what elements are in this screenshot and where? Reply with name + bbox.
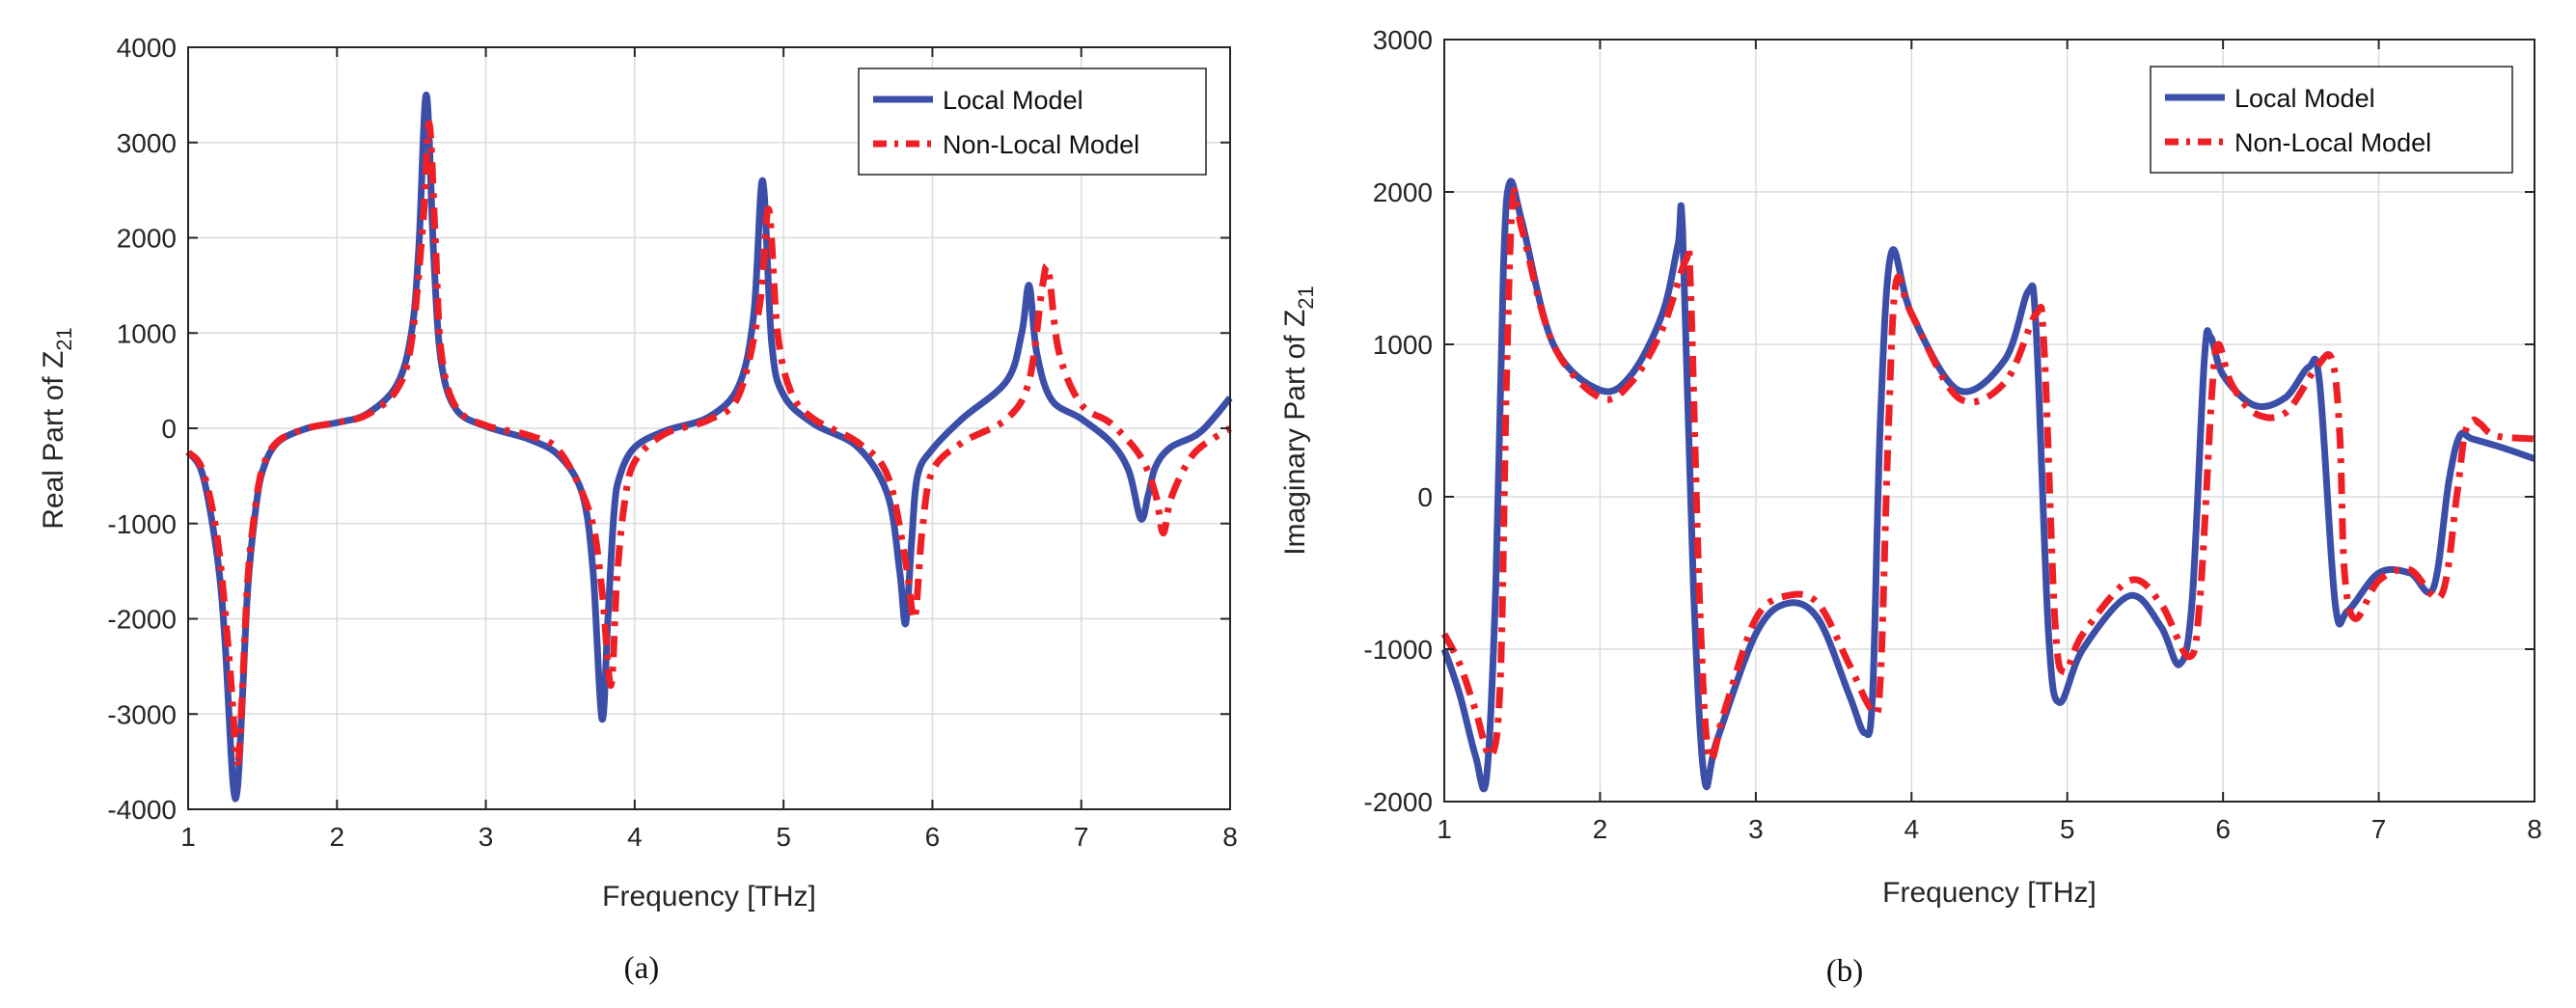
y-tick-label: -1000 bbox=[107, 509, 177, 539]
panel-a: 1 2 3 4 5 6 7 8 -4000 -3000 -2000 -1000 0 1000 2000 300… bbox=[38, 33, 1238, 986]
x-tick-label: 2 bbox=[329, 822, 344, 852]
legend-label-local: Local Model bbox=[943, 86, 1083, 115]
legend: Local Model Non-Local Model bbox=[858, 68, 1207, 176]
series-nonlocal-line bbox=[1440, 187, 2535, 764]
x-tick-label: 4 bbox=[1904, 814, 1919, 844]
y-axis-label-subscript: 21 bbox=[52, 327, 76, 350]
y-axis-label-subscript: 21 bbox=[1294, 286, 1318, 309]
y-axis-label: Real Part of Z21 bbox=[38, 327, 76, 530]
legend: Local Model Non-Local Model bbox=[2150, 66, 2513, 174]
panel-b: 1 2 3 4 5 6 7 8 -2000 -1000 0 1000 2000 3000 Local Mo… bbox=[1279, 25, 2542, 989]
x-tick-label: 5 bbox=[2060, 814, 2075, 844]
ticks: 1 2 3 4 5 6 7 8 -4000 -3000 -2000 -1000 0 1000 2000 300… bbox=[107, 33, 1237, 852]
series-local-line bbox=[185, 91, 1233, 803]
y-tick-label: 4000 bbox=[117, 33, 177, 63]
x-tick-label: 3 bbox=[479, 822, 494, 852]
legend-box bbox=[2150, 66, 2513, 174]
y-tick-label: 1000 bbox=[1373, 330, 1433, 360]
y-axis-label-main: Imaginary Part of Z bbox=[1279, 310, 1311, 556]
x-axis-label: Frequency [THz] bbox=[602, 881, 816, 913]
x-tick-label: 6 bbox=[2215, 814, 2231, 844]
legend-label-nonlocal: Non-Local Model bbox=[2234, 128, 2431, 157]
y-tick-label: -3000 bbox=[107, 699, 177, 729]
x-tick-label: 1 bbox=[180, 822, 196, 852]
axes-box bbox=[1443, 39, 2535, 803]
x-tick-label: 5 bbox=[776, 822, 791, 852]
y-tick-label: 2000 bbox=[117, 224, 177, 254]
x-tick-label: 7 bbox=[2371, 814, 2387, 844]
x-tick-label: 8 bbox=[2527, 814, 2542, 844]
y-axis-label: Imaginary Part of Z21 bbox=[1279, 286, 1318, 556]
x-tick-label: 4 bbox=[627, 822, 643, 852]
y-tick-label: 0 bbox=[1417, 482, 1433, 512]
y-tick-label: 3000 bbox=[1373, 25, 1433, 55]
series-layer bbox=[1440, 177, 2536, 793]
y-tick-label: -2000 bbox=[107, 605, 177, 635]
y-tick-label: 3000 bbox=[117, 128, 177, 158]
y-tick-label: -1000 bbox=[1363, 635, 1433, 665]
x-tick-label: 1 bbox=[1437, 814, 1452, 844]
x-tick-label: 3 bbox=[1748, 814, 1764, 844]
y-tick-label: -2000 bbox=[1363, 787, 1433, 817]
x-tick-label: 2 bbox=[1593, 814, 1608, 844]
legend-label-nonlocal: Non-Local Model bbox=[943, 130, 1139, 159]
x-tick-label: 8 bbox=[1222, 822, 1238, 852]
y-tick-label: 1000 bbox=[117, 318, 177, 348]
legend-label-local: Local Model bbox=[2234, 84, 2375, 113]
x-axis-label: Frequency [THz] bbox=[1882, 877, 2096, 909]
legend-box bbox=[858, 68, 1207, 176]
y-axis-label-main: Real Part of Z bbox=[38, 351, 69, 530]
series-layer bbox=[185, 91, 1233, 803]
x-tick-label: 6 bbox=[925, 822, 941, 852]
y-tick-label: 0 bbox=[161, 414, 177, 444]
x-tick-label: 7 bbox=[1074, 822, 1089, 852]
caption-b: (b) bbox=[1826, 954, 1863, 989]
y-tick-label: -4000 bbox=[107, 795, 177, 825]
ticks: 1 2 3 4 5 6 7 8 -2000 -1000 0 1000 2000 3000 bbox=[1363, 25, 2541, 844]
series-nonlocal-line bbox=[185, 120, 1232, 766]
y-tick-label: 2000 bbox=[1373, 177, 1433, 207]
caption-a: (a) bbox=[624, 951, 660, 986]
